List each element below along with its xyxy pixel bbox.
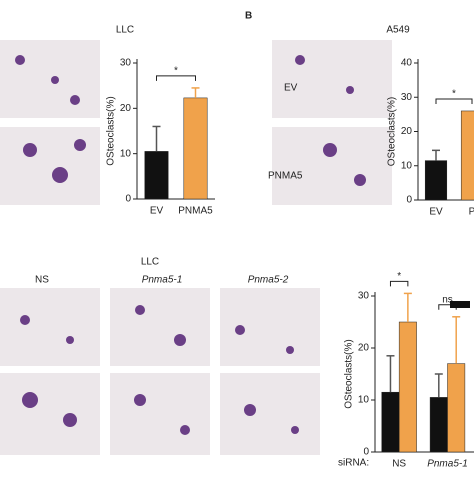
bar bbox=[460, 110, 474, 201]
row-label: EV bbox=[284, 83, 298, 94]
column-label: Pnma5-2 bbox=[248, 275, 289, 286]
x-tick-label: P bbox=[469, 207, 474, 218]
y-tick-label: 30 bbox=[401, 92, 413, 103]
bar bbox=[398, 321, 417, 453]
bar bbox=[183, 97, 208, 200]
column-label: NS bbox=[35, 275, 49, 286]
bar bbox=[447, 363, 466, 453]
micrographs bbox=[0, 40, 392, 455]
legend-swatch bbox=[450, 301, 470, 308]
y-axis-label: OSteoclasts(%) bbox=[387, 97, 398, 166]
y-tick-label: 0 bbox=[406, 195, 412, 206]
y-tick-label: 10 bbox=[358, 395, 370, 406]
row-label: PNMA5 bbox=[268, 171, 303, 182]
y-tick-label: 20 bbox=[401, 126, 413, 137]
bar bbox=[429, 397, 448, 453]
significance-label: * bbox=[174, 66, 178, 77]
y-tick-label: 20 bbox=[358, 343, 370, 354]
column-label: Pnma5-1 bbox=[142, 275, 183, 286]
x-tick-label: EV bbox=[429, 207, 443, 218]
y-tick-label: 30 bbox=[120, 58, 132, 69]
sirna-label: siRNA: bbox=[338, 458, 369, 469]
y-axis-label: OSteoclasts(%) bbox=[106, 96, 117, 165]
y-tick-label: 10 bbox=[401, 160, 413, 171]
bar bbox=[144, 151, 169, 200]
significance-bracket bbox=[156, 75, 196, 81]
y-tick-label: 10 bbox=[120, 148, 132, 159]
x-tick-label: EV bbox=[150, 206, 164, 217]
significance-label: * bbox=[452, 89, 456, 100]
bar bbox=[381, 391, 400, 453]
panel-label: B bbox=[245, 11, 252, 22]
significance-bracket bbox=[435, 98, 473, 104]
title: LLC bbox=[116, 25, 134, 36]
title: A549 bbox=[386, 25, 410, 36]
y-tick-label: 30 bbox=[358, 291, 370, 302]
x-tick-label: NS bbox=[392, 459, 406, 470]
significance-bracket bbox=[389, 280, 409, 287]
x-tick-label: PNMA5 bbox=[178, 206, 213, 217]
y-tick-label: 0 bbox=[125, 194, 131, 205]
y-tick-label: 40 bbox=[401, 58, 413, 69]
significance-label: ns bbox=[442, 294, 453, 305]
title: LLC bbox=[141, 257, 159, 268]
y-tick-label: 0 bbox=[363, 447, 369, 458]
significance-label: * bbox=[397, 271, 401, 282]
bar bbox=[424, 160, 448, 201]
y-tick-label: 20 bbox=[120, 103, 132, 114]
x-tick-label: Pnma5-1 bbox=[427, 459, 468, 470]
y-axis-label: OSteoclasts(%) bbox=[344, 339, 355, 408]
